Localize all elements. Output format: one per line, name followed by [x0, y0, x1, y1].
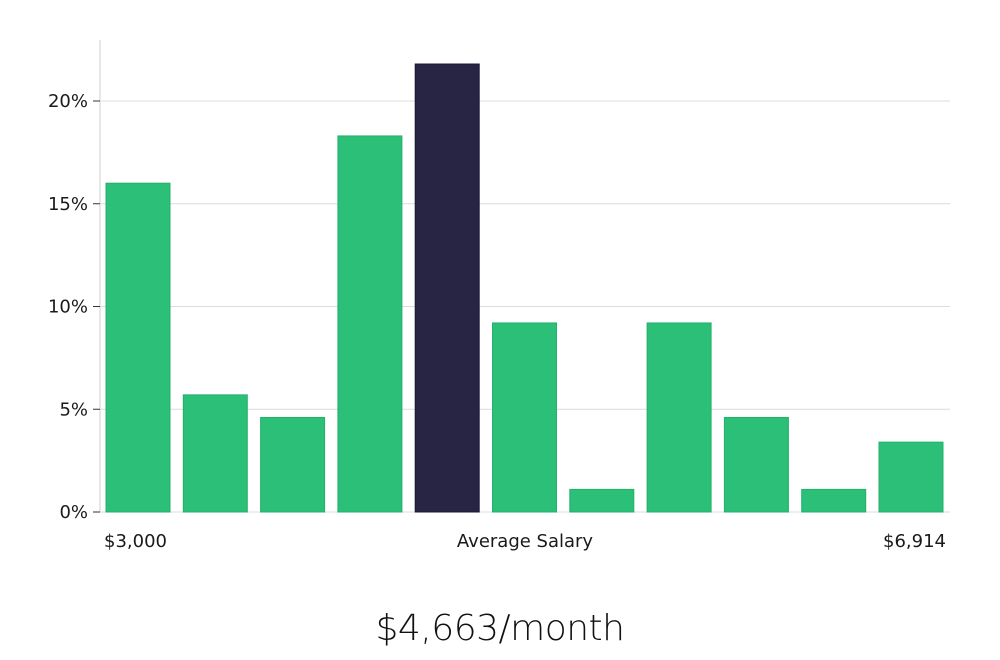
x-label-max: $6,914 — [883, 531, 946, 552]
bar — [337, 135, 403, 513]
y-tick-label: 20% — [48, 91, 88, 112]
y-tick-label: 10% — [48, 297, 88, 318]
bar — [801, 488, 867, 513]
bar — [182, 394, 248, 513]
y-tick-label: 15% — [48, 194, 88, 215]
bar — [646, 322, 712, 513]
y-tick-label: 0% — [59, 502, 88, 523]
bar — [492, 322, 557, 513]
salary-histogram: 0% 5% 10% 15% 20% $3,000 Average Salary $6,9… — [48, 40, 950, 552]
average-salary-value: $4,663/month — [375, 608, 625, 649]
bars-layer — [105, 63, 944, 513]
y-tick-label: 5% — [59, 399, 88, 420]
bar — [723, 416, 789, 513]
bar — [878, 441, 944, 513]
bar — [105, 182, 171, 513]
bar — [569, 488, 635, 513]
x-label-average: Average Salary — [457, 531, 594, 552]
x-label-min: $3,000 — [104, 531, 167, 552]
bar-average — [414, 63, 480, 513]
y-axis-ticks: 0% 5% 10% 15% 20% — [48, 91, 100, 523]
bar — [260, 416, 326, 513]
